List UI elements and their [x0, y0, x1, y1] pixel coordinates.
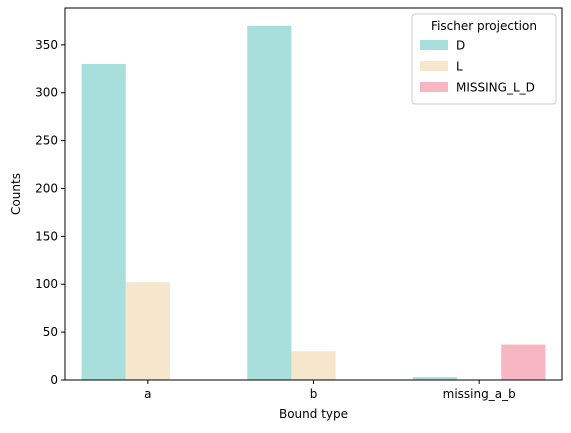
- bar-d-b: [247, 25, 292, 381]
- x-tick-label: b: [310, 387, 318, 401]
- y-axis-label: Counts: [9, 173, 23, 215]
- bar-d-missing_a_b: [412, 377, 458, 380]
- legend-swatch-d: [420, 40, 448, 50]
- legend-title: Fischer projection: [431, 19, 537, 33]
- y-tick-label: 150: [35, 229, 58, 243]
- y-tick-label: 250: [35, 134, 58, 148]
- y-tick-label: 200: [35, 181, 58, 195]
- y-tick-label: 300: [35, 86, 58, 100]
- x-tick-label: a: [144, 387, 151, 401]
- x-axis-label: Bound type: [279, 407, 348, 421]
- legend-label-l: L: [456, 60, 463, 74]
- x-ticks-group: a b missing_a_b: [144, 380, 516, 401]
- legend-swatch-l: [420, 61, 448, 71]
- legend-items: DL MISSING_L_D: [420, 39, 535, 95]
- y-tick-label: 350: [35, 38, 58, 52]
- x-tick-label: missing_a_b: [443, 387, 516, 401]
- legend-swatch-missing_l_d: [420, 82, 448, 92]
- legend-label-missing_l_d: MISSING_L_D: [456, 81, 535, 95]
- bars-group: [81, 25, 546, 381]
- legend: Fischer projection DL MISSING_L_D: [411, 13, 557, 105]
- legend-label-d: D: [456, 39, 465, 53]
- bar-d-a: [81, 64, 126, 381]
- y-tick-label: 0: [50, 373, 58, 387]
- y-tick-label: 100: [35, 277, 58, 291]
- y-tick-label: 50: [43, 325, 58, 339]
- y-ticks-group: 0 50 100 150 200 250 300 350: [35, 38, 65, 387]
- bar-l-a: [125, 282, 170, 380]
- legend-frame: [411, 13, 557, 105]
- bar-missing_l_d-missing_a_b: [501, 344, 546, 380]
- bar-l-b: [291, 351, 336, 380]
